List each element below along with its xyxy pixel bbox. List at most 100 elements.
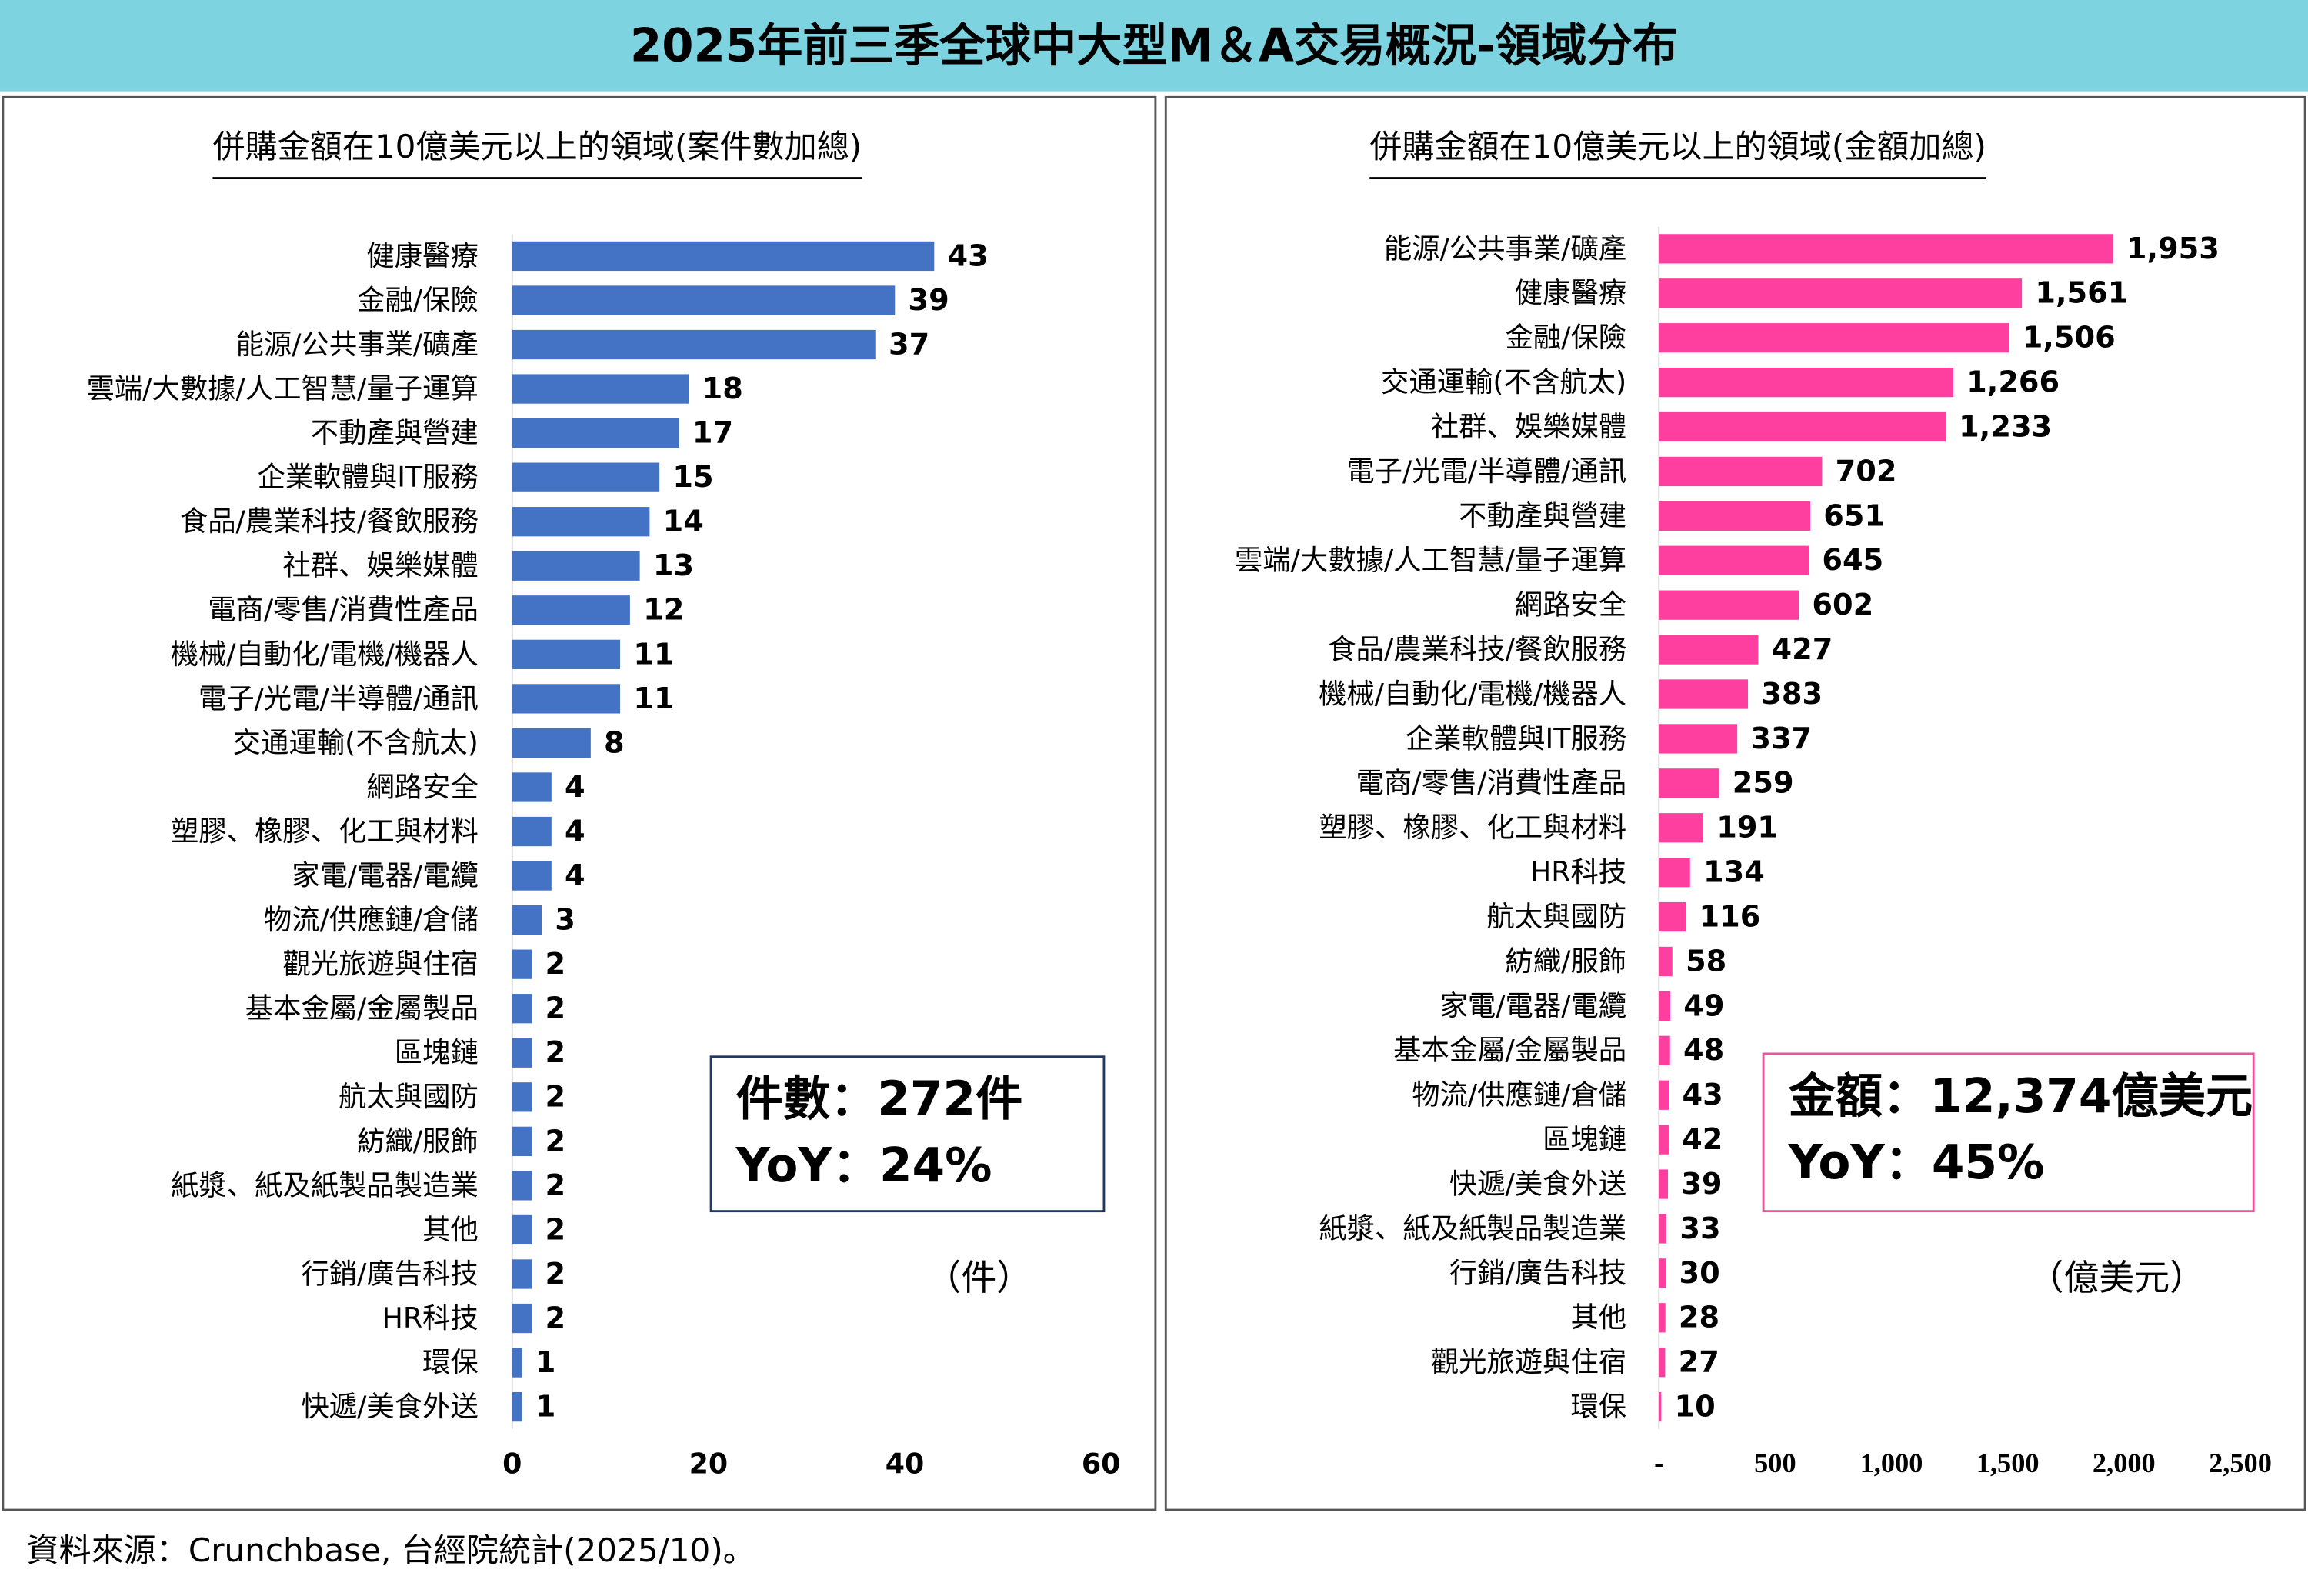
value-label: 1,953 bbox=[2126, 232, 2220, 266]
category-label: 其他 bbox=[422, 1213, 479, 1246]
category-label: 電子/光電/半導體/通訊 bbox=[198, 681, 479, 715]
value-label: 11 bbox=[633, 681, 674, 716]
bar bbox=[1659, 813, 1703, 843]
bar bbox=[512, 285, 896, 315]
unit-label: （件） bbox=[926, 1257, 1032, 1298]
category-label: 觀光旅遊與住宿 bbox=[1431, 1345, 1626, 1378]
category-label: 網路安全 bbox=[366, 770, 478, 803]
panel bbox=[1164, 95, 2306, 1511]
bar bbox=[1659, 278, 2023, 308]
bar bbox=[512, 1038, 532, 1068]
unit-label: （億美元） bbox=[2029, 1257, 2206, 1298]
category-label: 能源/公共事業/礦產 bbox=[1384, 232, 1626, 265]
category-label: 健康醫療 bbox=[366, 239, 478, 272]
bar bbox=[512, 1348, 522, 1378]
value-label: 383 bbox=[1761, 677, 1823, 711]
value-label: 4 bbox=[565, 814, 585, 848]
x-tick-label: - bbox=[1654, 1448, 1663, 1478]
value-label: 259 bbox=[1733, 766, 1794, 801]
value-label: 116 bbox=[1699, 899, 1761, 934]
value-label: 2 bbox=[545, 991, 566, 1026]
category-label: HR科技 bbox=[1530, 855, 1626, 888]
bar bbox=[1659, 501, 1811, 531]
value-label: 602 bbox=[1812, 588, 1873, 622]
category-label: 快遞/美食外送 bbox=[301, 1390, 478, 1423]
category-label: 紡織/服飾 bbox=[1506, 945, 1627, 978]
bar bbox=[1659, 590, 1799, 620]
bar bbox=[1659, 991, 1671, 1021]
x-tick-label: 20 bbox=[689, 1448, 729, 1481]
category-label: 社群、娛樂媒體 bbox=[1431, 410, 1626, 443]
category-label: 區塊鏈 bbox=[395, 1036, 479, 1069]
bar bbox=[512, 1126, 532, 1156]
bar bbox=[1659, 901, 1686, 932]
category-label: 雲端/大數據/人工智慧/量子運算 bbox=[87, 372, 479, 405]
value-label: 191 bbox=[1716, 811, 1778, 845]
summary-box bbox=[1762, 1052, 2255, 1213]
bar bbox=[512, 772, 552, 802]
category-label: 企業軟體與IT服務 bbox=[1406, 721, 1626, 755]
bar bbox=[1659, 367, 1953, 398]
value-label: 2 bbox=[545, 1080, 566, 1115]
bar bbox=[1659, 234, 2113, 264]
bar bbox=[512, 507, 650, 537]
bar bbox=[512, 728, 591, 758]
category-label: 物流/供應鏈/倉儲 bbox=[264, 903, 479, 936]
value-label: 17 bbox=[692, 416, 733, 451]
value-label: 10 bbox=[1674, 1390, 1715, 1424]
bar bbox=[512, 1214, 532, 1245]
value-label: 8 bbox=[604, 725, 625, 760]
category-label: 機械/自動化/電機/機器人 bbox=[171, 638, 479, 671]
category-label: 企業軟體與IT服務 bbox=[257, 461, 478, 494]
category-label: 紙漿、紙及紙製品製造業 bbox=[171, 1168, 479, 1201]
bar bbox=[512, 684, 621, 714]
value-label: 30 bbox=[1679, 1256, 1720, 1291]
bar bbox=[512, 418, 679, 448]
value-label: 15 bbox=[672, 460, 713, 495]
category-label: HR科技 bbox=[382, 1301, 479, 1334]
category-label: 塑膠、橡膠、化工與材料 bbox=[171, 815, 479, 848]
x-tick-label: 2,500 bbox=[2209, 1448, 2272, 1478]
value-label: 337 bbox=[1750, 721, 1812, 756]
category-label: 網路安全 bbox=[1515, 588, 1626, 621]
bar bbox=[1659, 456, 1823, 487]
bar bbox=[1659, 1214, 1667, 1244]
category-label: 機械/自動化/電機/機器人 bbox=[1319, 677, 1626, 710]
category-label: 雲端/大數據/人工智慧/量子運算 bbox=[1235, 544, 1626, 577]
bar bbox=[512, 816, 552, 847]
value-label: 702 bbox=[1836, 454, 1897, 488]
value-label: 14 bbox=[663, 505, 704, 539]
category-label: 觀光旅遊與住宿 bbox=[282, 948, 478, 981]
bar bbox=[1659, 724, 1738, 754]
bar bbox=[512, 241, 935, 272]
value-label: 37 bbox=[889, 327, 929, 362]
category-label: 食品/農業科技/餐飲服務 bbox=[1328, 633, 1626, 666]
category-label: 健康醫療 bbox=[1515, 276, 1626, 309]
category-label: 食品/農業科技/餐飲服務 bbox=[180, 505, 479, 538]
category-label: 航太與國防 bbox=[1486, 900, 1626, 933]
value-label: 645 bbox=[1822, 543, 1883, 578]
value-label: 11 bbox=[633, 637, 674, 671]
x-tick-label: 40 bbox=[886, 1448, 925, 1481]
bar bbox=[1659, 1035, 1670, 1065]
subtitle: 併購金額在10億美元以上的領域(金額加總) bbox=[1369, 128, 1986, 165]
category-label: 快遞/美食外送 bbox=[1449, 1167, 1626, 1200]
value-label: 48 bbox=[1683, 1033, 1724, 1068]
value-label: 2 bbox=[545, 1212, 566, 1247]
bar bbox=[512, 1391, 522, 1422]
value-label: 39 bbox=[908, 283, 949, 318]
x-tick-label: 60 bbox=[1082, 1448, 1121, 1481]
bar bbox=[512, 1171, 532, 1201]
value-label: 3 bbox=[555, 903, 575, 938]
value-label: 1,506 bbox=[2023, 321, 2116, 355]
bar bbox=[1659, 1169, 1669, 1199]
bar bbox=[512, 1082, 532, 1112]
value-label: 4 bbox=[565, 858, 585, 893]
summary-text: YoY：45% bbox=[1788, 1135, 2045, 1190]
bar bbox=[512, 551, 640, 581]
bar bbox=[1659, 679, 1749, 709]
value-label: 18 bbox=[702, 372, 743, 406]
x-tick-label: 500 bbox=[1754, 1448, 1796, 1478]
bar bbox=[1659, 858, 1690, 888]
